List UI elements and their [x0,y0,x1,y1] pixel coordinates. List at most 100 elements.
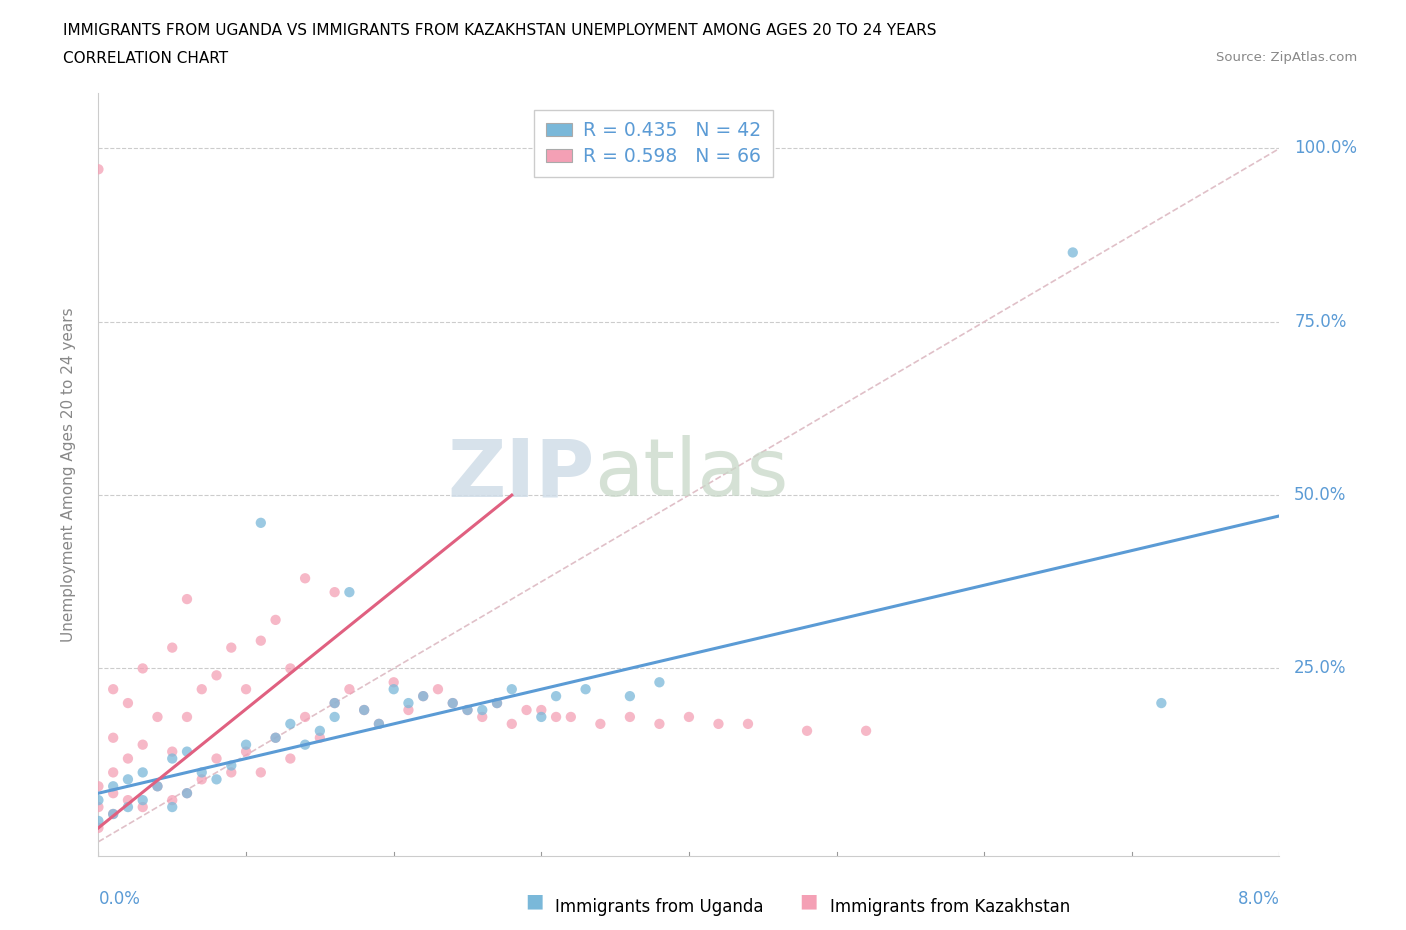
Point [162,751,183,766]
Point [103,806,125,821]
Point [501,716,523,731]
Point [162,744,183,759]
Point [103,765,125,780]
Text: 0.0%: 0.0% [98,890,141,909]
Point [486,696,509,711]
Text: CORRELATION CHART: CORRELATION CHART [63,51,228,66]
Point [264,730,287,745]
Point [280,751,302,766]
Point [132,792,155,807]
Point [176,786,198,801]
Point [619,710,641,724]
Text: Immigrants from Uganda: Immigrants from Uganda [555,897,763,916]
Point [117,751,139,766]
Point [132,800,155,815]
Point [648,716,671,731]
Point [1150,696,1173,711]
Point [294,571,316,586]
Point [353,702,375,717]
Text: IMMIGRANTS FROM UGANDA VS IMMIGRANTS FROM KAZAKHSTAN UNEMPLOYMENT AMONG AGES 20 : IMMIGRANTS FROM UGANDA VS IMMIGRANTS FRO… [63,23,936,38]
Point [87,820,110,835]
Point [339,585,361,600]
Point [530,702,553,717]
Point [87,792,110,807]
Legend: R = 0.435   N = 42, R = 0.598   N = 66: R = 0.435 N = 42, R = 0.598 N = 66 [534,110,772,177]
Point [294,710,316,724]
Point [619,689,641,704]
Point [575,682,598,697]
Point [368,716,391,731]
Point [205,668,228,683]
Point [87,162,110,177]
Point [441,696,464,711]
Point [221,758,243,773]
Text: ■: ■ [799,892,818,910]
Text: atlas: atlas [595,435,789,513]
Point [250,765,273,780]
Point [294,737,316,752]
Point [103,806,125,821]
Point [146,710,169,724]
Point [132,661,155,676]
Point [398,702,420,717]
Text: 75.0%: 75.0% [1295,312,1347,331]
Point [309,724,332,738]
Point [146,778,169,793]
Point [264,613,287,628]
Point [501,682,523,697]
Point [146,778,169,793]
Point [191,682,214,697]
Point [87,800,110,815]
Point [648,675,671,690]
Point [117,772,139,787]
Point [546,689,568,704]
Point [176,744,198,759]
Point [1062,245,1084,259]
Point [678,710,700,724]
Text: Immigrants from Kazakhstan: Immigrants from Kazakhstan [830,897,1070,916]
Point [176,786,198,801]
Text: ZIP: ZIP [447,435,595,513]
Point [250,515,273,530]
Point [471,710,494,724]
Point [546,710,568,724]
Point [87,778,110,793]
Text: 50.0%: 50.0% [1295,486,1347,504]
Text: Source: ZipAtlas.com: Source: ZipAtlas.com [1216,51,1357,64]
Point [398,696,420,711]
Point [205,751,228,766]
Point [235,737,257,752]
Point [486,696,509,711]
Point [191,772,214,787]
Point [162,792,183,807]
Point [221,640,243,655]
Point [191,765,214,780]
Text: ■: ■ [524,892,544,910]
Point [132,737,155,752]
Point [589,716,612,731]
Text: 8.0%: 8.0% [1237,890,1279,909]
Point [309,730,332,745]
Point [471,702,494,717]
Point [103,730,125,745]
Point [796,724,818,738]
Point [412,689,434,704]
Text: 25.0%: 25.0% [1295,659,1347,677]
Text: 100.0%: 100.0% [1295,140,1357,157]
Point [855,724,877,738]
Point [235,682,257,697]
Point [441,696,464,711]
Point [280,661,302,676]
Point [205,772,228,787]
Point [560,710,582,724]
Point [117,696,139,711]
Point [87,814,110,829]
Point [176,710,198,724]
Point [412,689,434,704]
Point [382,675,405,690]
Point [264,730,287,745]
Point [707,716,730,731]
Point [323,585,346,600]
Point [162,640,183,655]
Point [737,716,759,731]
